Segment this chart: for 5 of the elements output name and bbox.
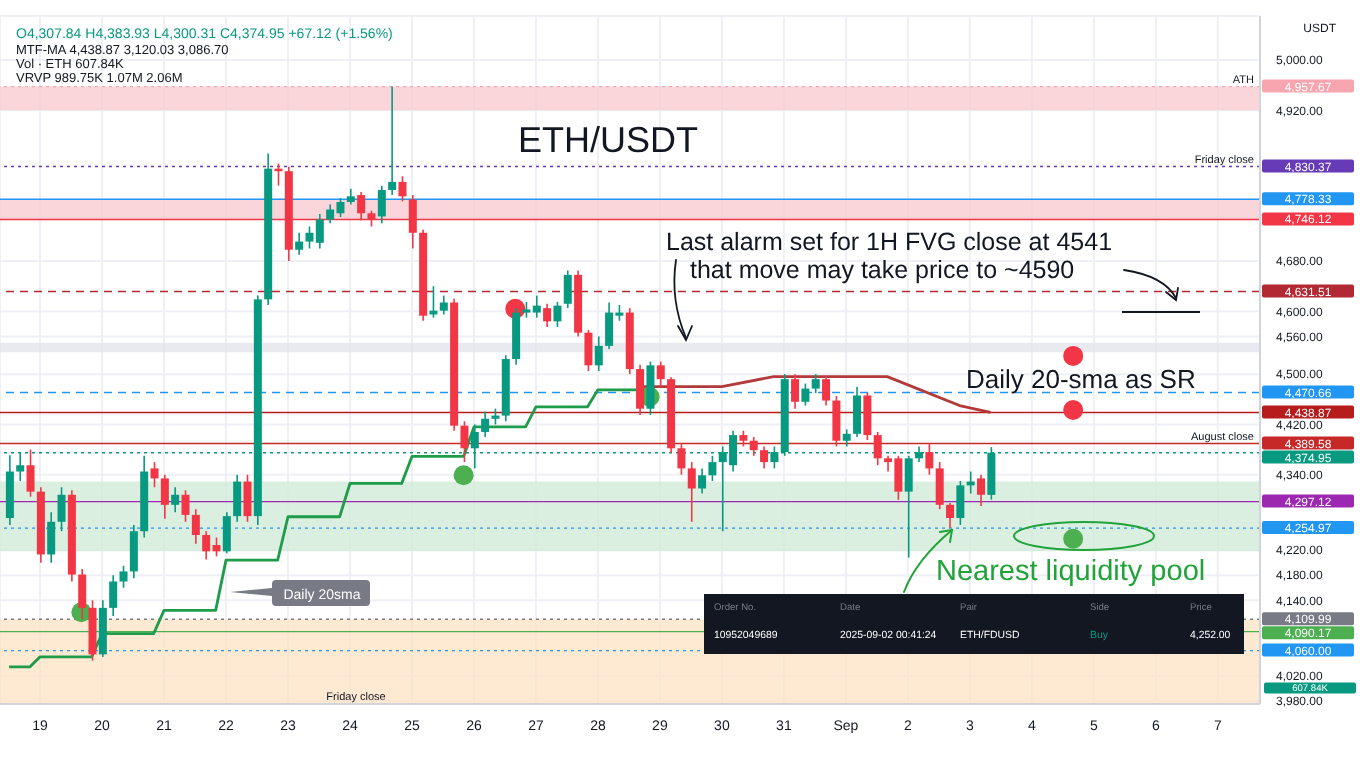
annotation: Last alarm set for 1H FVG close at 4541 xyxy=(666,228,1113,256)
annotation: Nearest liquidity pool xyxy=(936,556,1206,588)
text: ETH/USDT xyxy=(518,120,699,160)
annotation: that move may take price to ~4590 xyxy=(690,256,1075,284)
annotation: Daily 20-sma as SR xyxy=(966,364,1196,394)
